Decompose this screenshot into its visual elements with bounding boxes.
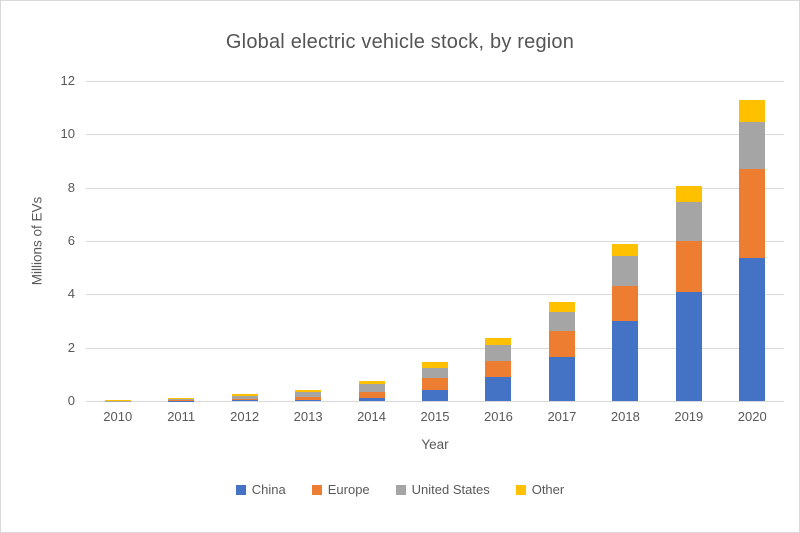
y-tick-label: 6 — [67, 233, 75, 248]
bar-segment-2016-europe — [485, 361, 512, 377]
legend-swatch-icon — [515, 484, 526, 495]
bar-segment-2017-china — [548, 357, 575, 401]
bar-2019 — [675, 186, 702, 401]
bar-segment-2013-europe — [295, 397, 322, 400]
x-tick-label-2014: 2014 — [357, 409, 386, 424]
x-tick-label-2018: 2018 — [610, 409, 640, 424]
y-tick-label: 0 — [67, 393, 75, 408]
legend-label: China — [251, 482, 286, 497]
legend: China Europe United States Other — [1, 482, 799, 497]
bar-segment-2015-china — [422, 390, 448, 401]
bar-segment-2017-other — [548, 302, 575, 312]
x-axis-title: Year — [421, 437, 449, 452]
y-tick-label: 10 — [60, 126, 75, 142]
gridline-y-10 — [86, 134, 784, 136]
x-tick-label-2020: 2020 — [737, 409, 767, 424]
x-tick-label-2013: 2013 — [293, 409, 323, 424]
x-tick-label-2011: 2011 — [167, 409, 196, 424]
chart-title: Global electric vehicle stock, by region — [225, 31, 575, 53]
legend-swatch-icon — [311, 484, 322, 495]
bar-segment-2012-other — [231, 393, 258, 396]
legend-item-europe: Europe — [311, 482, 370, 497]
bar-segment-2020-china — [739, 258, 766, 401]
legend-label: United States — [411, 482, 490, 497]
bar-2014 — [358, 381, 385, 401]
gridline-y-12 — [86, 81, 784, 82]
bar-segment-2017-united-states — [548, 311, 575, 332]
bar-segment-2013-united-states — [295, 392, 322, 398]
y-tick-label: 8 — [67, 179, 75, 195]
bar-2016 — [485, 338, 512, 401]
bar-segment-2014-china — [358, 398, 385, 401]
bar-segment-2013-other — [295, 389, 322, 393]
bar-segment-2014-other — [358, 381, 385, 385]
bar-segment-2014-europe — [358, 392, 385, 399]
bar-2011 — [168, 398, 195, 401]
bar-segment-2016-china — [485, 377, 512, 401]
x-tick-label-2017: 2017 — [547, 409, 577, 424]
y-tick-label: 4 — [67, 286, 75, 302]
bar-segment-2018-china — [612, 321, 639, 401]
bar-segment-2012-united-states — [231, 395, 258, 399]
x-tick-label-2019: 2019 — [674, 409, 704, 424]
x-tick-label-2015: 2015 — [420, 409, 450, 424]
legend-item-other: Other — [515, 482, 565, 497]
bar-segment-2019-united-states — [675, 202, 702, 242]
bar-segment-2020-united-states — [739, 121, 766, 170]
gridline-y-4 — [86, 294, 784, 296]
plot-area — [86, 81, 784, 402]
legend-label: Europe — [327, 482, 370, 497]
bar-2013 — [295, 389, 322, 401]
x-tick-label-2010: 2010 — [103, 409, 133, 424]
bar-2017 — [548, 302, 575, 401]
bar-segment-2015-europe — [422, 378, 448, 391]
bar-segment-2011-united-states — [168, 399, 195, 401]
legend-item-china: China — [235, 482, 286, 497]
gridline-y-6 — [86, 241, 784, 242]
gridline-y-2 — [86, 347, 784, 349]
bar-segment-2012-europe — [231, 398, 258, 401]
legend-label: Other — [531, 482, 565, 497]
bar-segment-2012-china — [231, 400, 258, 401]
bar-segment-2018-united-states — [612, 255, 639, 287]
bar-segment-2016-united-states — [485, 345, 512, 362]
bar-segment-2018-other — [612, 243, 639, 256]
bar-segment-2019-china — [675, 291, 702, 401]
y-tick-label: 12 — [60, 73, 75, 88]
bar-segment-2018-europe — [612, 286, 639, 321]
bar-segment-2015-united-states — [422, 367, 448, 379]
bar-segment-2020-other — [739, 100, 766, 122]
y-tick-label: 2 — [67, 339, 75, 355]
bar-segment-2011-other — [168, 398, 195, 400]
legend-swatch-icon — [395, 484, 406, 495]
bar-segment-2014-united-states — [358, 384, 385, 393]
bar-segment-2015-other — [422, 361, 448, 368]
bar-segment-2016-other — [485, 338, 512, 346]
x-tick-label-2012: 2012 — [230, 409, 260, 424]
x-tick-label-2016: 2016 — [483, 409, 513, 424]
bar-2012 — [231, 393, 258, 401]
bar-2010 — [104, 400, 131, 401]
bar-segment-2017-europe — [548, 331, 575, 357]
gridline-y-8 — [86, 187, 784, 189]
bar-segment-2011-europe — [168, 400, 195, 401]
bar-2018 — [612, 243, 639, 401]
bar-2015 — [422, 361, 448, 401]
bar-segment-2020-europe — [739, 169, 766, 259]
bar-segment-2013-china — [295, 399, 322, 401]
bar-2020 — [739, 100, 766, 401]
legend-swatch-icon — [235, 484, 246, 495]
legend-item-united-states: United States — [395, 482, 490, 497]
bar-segment-2019-other — [675, 186, 702, 203]
bar-segment-2019-europe — [675, 241, 702, 292]
